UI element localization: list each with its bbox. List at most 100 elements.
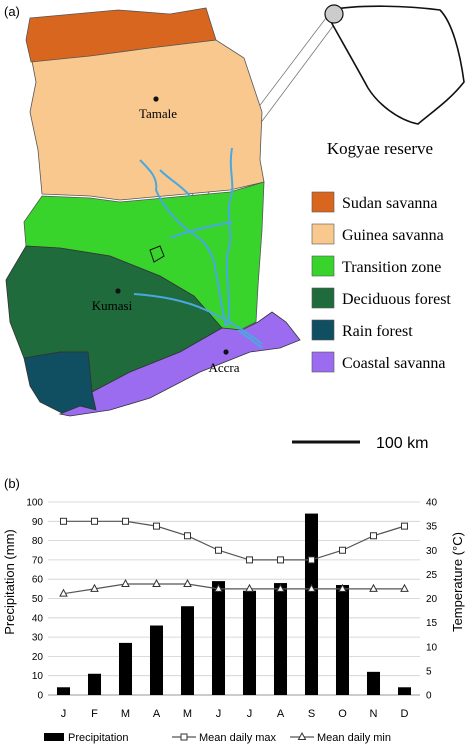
y-tick-label: 20 <box>32 652 44 663</box>
y-axis-label: Precipitation (mm) <box>2 529 17 634</box>
city-label-tamale: Tamale <box>139 106 177 121</box>
bar-precipitation-10 <box>366 671 381 695</box>
inset-reserve: Kogyae reserve <box>324 4 465 158</box>
y2-tick-label: 10 <box>426 642 438 653</box>
line-mean-daily-min <box>63 583 405 595</box>
region-guinea-savanna <box>29 39 265 201</box>
legend-swatch-0 <box>311 191 335 213</box>
legend-label-3: Deciduous forest <box>342 291 451 308</box>
panel-b-label: (b) <box>4 476 20 491</box>
legend-precip-label: Precipitation <box>68 732 129 744</box>
marker-max-2 <box>122 517 129 525</box>
legend-swatch-3 <box>311 287 335 309</box>
y2-tick-label: 0 <box>426 691 432 702</box>
y-tick-label: 90 <box>32 517 44 528</box>
y-tick-label: 70 <box>32 555 44 566</box>
city-label-accra: Accra <box>208 360 239 375</box>
marker-max-10 <box>370 532 377 540</box>
x-tick-label-11: D <box>401 708 409 720</box>
x-tick-label-2: M <box>121 708 130 720</box>
x-tick-label-6: J <box>247 708 253 720</box>
marker-max-3 <box>153 522 160 530</box>
marker-min-6 <box>245 583 254 592</box>
inset-reserve-outline <box>329 5 465 125</box>
x-tick-label-4: M <box>183 708 192 720</box>
scale-bar-label: 100 km <box>376 435 428 452</box>
legend-max-marker <box>180 733 188 741</box>
kogyae-reserve-outline <box>149 245 165 263</box>
x-tick-label-8: S <box>308 708 315 720</box>
marker-max-9 <box>339 546 346 554</box>
marker-max-11 <box>401 522 408 530</box>
bar-precipitation-3 <box>149 625 164 695</box>
y2-tick-label: 30 <box>426 546 438 557</box>
bar-precipitation-8 <box>304 513 319 695</box>
x-tick-label-0: J <box>61 708 67 720</box>
marker-min-5 <box>214 583 223 592</box>
y-tick-label: 40 <box>32 613 44 624</box>
y2-tick-label: 5 <box>426 666 432 677</box>
bar-precipitation-6 <box>242 590 257 695</box>
marker-max-8 <box>308 556 315 564</box>
ghana-map: Tamale Kumasi Accra <box>5 7 301 417</box>
y2-tick-label: 40 <box>426 498 438 509</box>
marker-max-6 <box>246 556 253 564</box>
x-tick-label-7: A <box>277 708 285 720</box>
y-tick-label: 10 <box>32 671 44 682</box>
legend-max-label: Mean daily max <box>199 732 277 744</box>
legend-swatch-5 <box>311 351 335 373</box>
x-tick-label-1: F <box>91 708 98 720</box>
bar-precipitation-11 <box>397 687 412 695</box>
legend-precip-swatch <box>44 733 64 741</box>
marker-min-2 <box>121 578 130 588</box>
y2-axis-label: Temperature (°C) <box>450 532 465 632</box>
y-tick-label: 80 <box>32 536 44 547</box>
legend-label-4: Rain forest <box>342 323 413 340</box>
y2-tick-label: 20 <box>426 594 438 605</box>
x-tick-label-9: O <box>338 708 347 720</box>
x-tick-label-10: N <box>370 708 378 720</box>
y-tick-label: 30 <box>32 633 44 644</box>
marker-max-5 <box>215 546 222 554</box>
line-mean-daily-max <box>63 520 405 561</box>
region-coastal-savanna <box>58 311 301 417</box>
bar-precipitation-9 <box>335 584 350 695</box>
marker-max-4 <box>184 532 191 540</box>
inset-title: Kogyae reserve <box>327 139 433 158</box>
bar-precipitation-4 <box>180 606 195 695</box>
legend-swatch-4 <box>311 319 335 341</box>
marker-min-10 <box>369 583 378 592</box>
legend-label-5: Coastal savanna <box>342 355 446 372</box>
y2-tick-label: 25 <box>426 570 438 581</box>
y2-tick-label: 35 <box>426 522 438 533</box>
marker-min-7 <box>276 583 285 592</box>
marker-min-1 <box>90 583 99 592</box>
legend-swatch-1 <box>311 223 335 245</box>
marker-max-7 <box>277 556 284 564</box>
marker-min-3 <box>152 578 161 588</box>
marker-max-1 <box>91 517 98 525</box>
legend-label-1: Guinea savanna <box>342 227 444 244</box>
city-marker-accra <box>223 349 229 355</box>
x-tick-label-5: J <box>216 708 222 720</box>
y-tick-label: 60 <box>32 575 44 586</box>
marker-min-0 <box>59 588 68 597</box>
bar-precipitation-5 <box>211 581 226 695</box>
legend-min-label: Mean daily min <box>317 732 391 744</box>
marker-min-9 <box>338 583 347 592</box>
city-marker-tamale <box>153 96 159 102</box>
marker-max-0 <box>60 517 67 525</box>
panel-a-label: (a) <box>4 4 20 19</box>
climate-chart: 0 10 20 30 40 50 60 70 80 90 100 0 5 10 15 20 25 30 35 40 J F… <box>26 498 437 721</box>
legend-swatch-2 <box>311 255 335 277</box>
inset-locator-circle <box>324 4 344 24</box>
y2-tick-label: 15 <box>426 618 438 629</box>
map-legend: Sudan savanna Guinea savanna Transition zo… <box>311 191 451 373</box>
chart-legend: Precipitation Mean daily max Mean daily mi… <box>44 731 391 744</box>
y-tick-label: 100 <box>26 498 43 509</box>
bar-precipitation-2 <box>118 642 133 695</box>
bar-precipitation-0 <box>56 687 71 695</box>
region-rain-forest <box>23 351 97 415</box>
legend-label-2: Transition zone <box>342 259 441 276</box>
